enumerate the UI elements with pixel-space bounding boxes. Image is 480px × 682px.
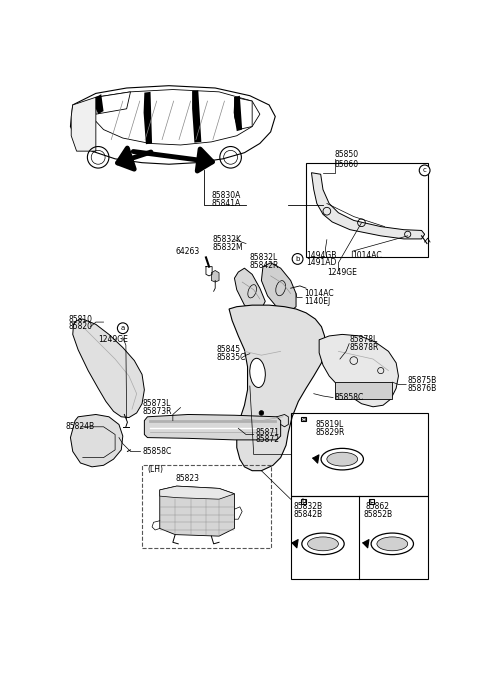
Polygon shape: [312, 173, 425, 239]
Text: 1014AC: 1014AC: [304, 289, 334, 298]
Bar: [291, 413, 428, 496]
Polygon shape: [71, 98, 96, 151]
Ellipse shape: [308, 537, 338, 551]
Text: 85850: 85850: [335, 151, 359, 160]
Polygon shape: [234, 98, 252, 130]
Polygon shape: [211, 271, 219, 282]
Polygon shape: [262, 263, 296, 313]
Text: 85832K: 85832K: [213, 235, 242, 244]
Text: 85872: 85872: [255, 435, 279, 445]
Text: 85810: 85810: [69, 314, 93, 323]
Text: c: c: [370, 499, 373, 505]
Text: 85842R: 85842R: [250, 261, 279, 269]
Ellipse shape: [327, 452, 358, 466]
Ellipse shape: [321, 448, 363, 470]
Polygon shape: [229, 305, 324, 471]
Text: 85878R: 85878R: [350, 343, 379, 352]
Text: 1014AC: 1014AC: [352, 250, 382, 260]
Polygon shape: [144, 92, 152, 144]
Text: 85860: 85860: [335, 160, 359, 168]
Text: a: a: [120, 325, 125, 331]
Text: (LH): (LH): [147, 464, 163, 474]
Ellipse shape: [250, 358, 265, 387]
Text: 85829R: 85829R: [315, 428, 345, 436]
Bar: [335, 382, 392, 399]
Polygon shape: [96, 92, 131, 114]
Bar: [369, 499, 374, 504]
Text: 64263: 64263: [175, 247, 199, 256]
Text: 85823: 85823: [175, 474, 199, 483]
Text: 85876B: 85876B: [408, 384, 437, 393]
Text: 85845: 85845: [217, 345, 241, 355]
Text: 85858C: 85858C: [142, 447, 171, 456]
Bar: [306, 163, 428, 256]
Text: 85862: 85862: [365, 503, 389, 512]
Polygon shape: [144, 415, 281, 440]
Text: 85842B: 85842B: [294, 510, 323, 519]
Text: c: c: [423, 167, 427, 173]
Circle shape: [118, 323, 128, 333]
Polygon shape: [94, 89, 260, 145]
Text: 85832M: 85832M: [213, 243, 243, 252]
Bar: [291, 496, 428, 579]
Text: 85832L: 85832L: [250, 253, 278, 262]
Polygon shape: [73, 319, 144, 417]
Text: 85841A: 85841A: [211, 199, 240, 208]
Polygon shape: [71, 86, 275, 164]
Text: b: b: [295, 256, 300, 262]
Bar: [301, 417, 306, 421]
Text: a: a: [301, 416, 306, 422]
Polygon shape: [96, 94, 104, 114]
Ellipse shape: [371, 533, 413, 554]
Text: 85820: 85820: [69, 322, 93, 331]
Ellipse shape: [377, 537, 408, 551]
Circle shape: [292, 254, 303, 265]
Text: 85852B: 85852B: [363, 510, 392, 519]
Text: 1494GB: 1494GB: [306, 250, 336, 260]
Text: 85819L: 85819L: [315, 420, 344, 429]
Text: 1140EJ: 1140EJ: [304, 297, 330, 306]
Polygon shape: [319, 334, 398, 406]
Text: 85875B: 85875B: [408, 376, 437, 385]
Polygon shape: [192, 90, 201, 143]
Polygon shape: [160, 486, 234, 536]
Text: 85830A: 85830A: [211, 191, 241, 201]
Text: 85878L: 85878L: [350, 336, 378, 344]
Text: 85871: 85871: [255, 428, 279, 436]
Text: 85835C: 85835C: [217, 353, 246, 362]
Polygon shape: [71, 415, 123, 467]
Text: 85832B: 85832B: [294, 503, 323, 512]
Text: 85873L: 85873L: [142, 399, 170, 409]
Bar: [301, 499, 306, 504]
Circle shape: [259, 411, 264, 415]
Ellipse shape: [302, 533, 344, 554]
Text: 85858C: 85858C: [335, 393, 364, 402]
Polygon shape: [234, 95, 242, 131]
Circle shape: [419, 165, 430, 176]
Polygon shape: [234, 268, 265, 311]
Text: b: b: [301, 499, 306, 505]
Polygon shape: [160, 486, 234, 499]
Text: 85873R: 85873R: [142, 407, 171, 416]
Bar: [142, 465, 271, 548]
Text: 85824B: 85824B: [65, 422, 94, 431]
Text: 1491AD: 1491AD: [306, 258, 336, 267]
Text: 1249GE: 1249GE: [98, 336, 128, 344]
Text: 1249GE: 1249GE: [327, 268, 357, 278]
